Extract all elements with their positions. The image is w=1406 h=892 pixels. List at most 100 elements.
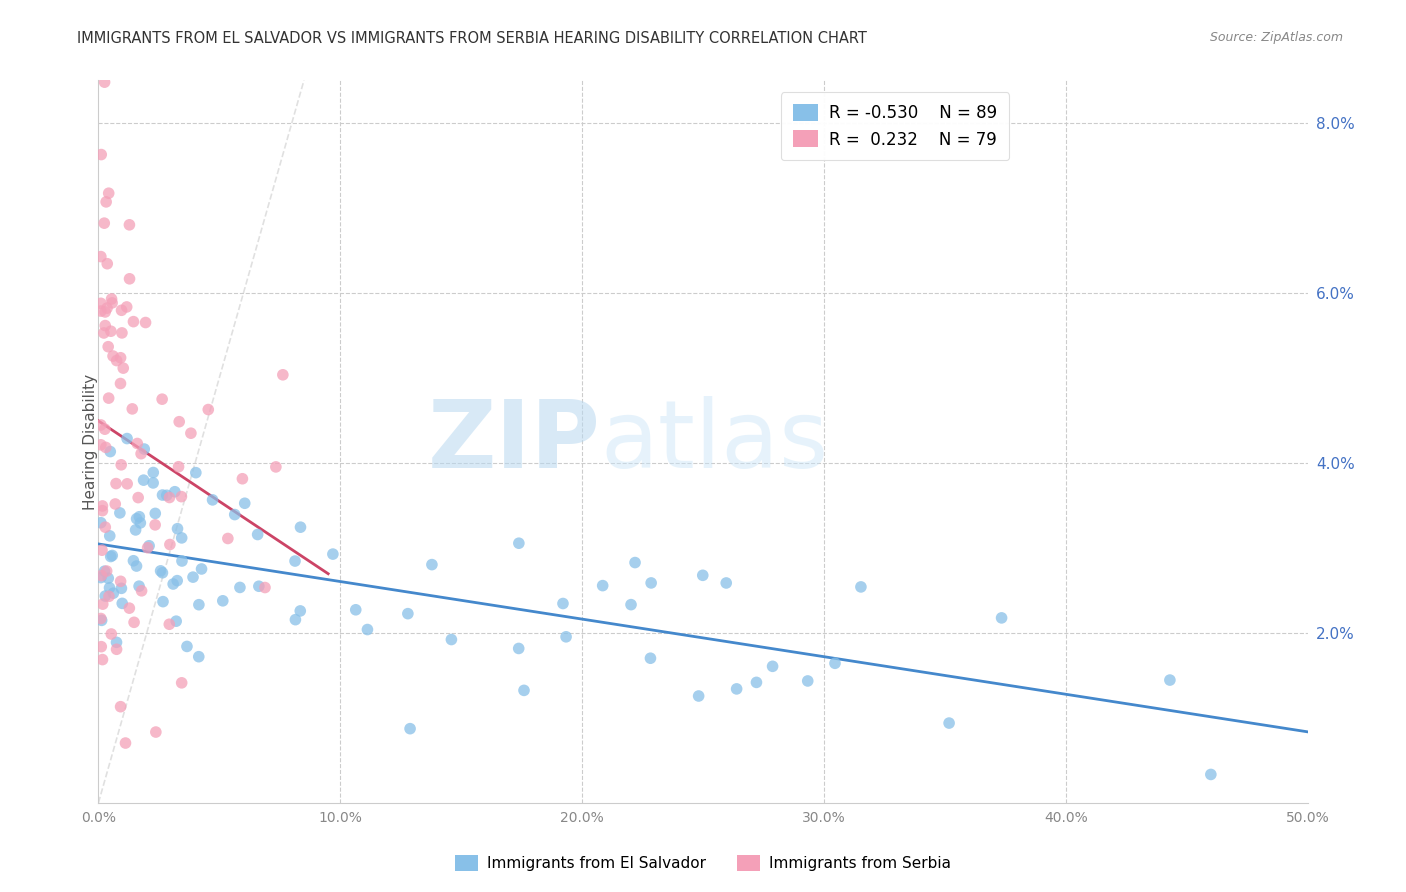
Point [105, 353, 128, 368]
Point [135, 316, 157, 330]
Point [399, 722, 422, 736]
Point [101, 296, 124, 310]
Point [115, 300, 138, 314]
Point [247, 579, 270, 593]
Point [162, 577, 184, 591]
Point [94, 520, 117, 534]
Point [159, 491, 181, 505]
Point [149, 564, 172, 578]
Point [90, 438, 112, 452]
Text: IMMIGRANTS FROM EL SALVADOR VS IMMIGRANTS FROM SERBIA HEARING DISABILITY CORRELA: IMMIGRANTS FROM EL SALVADOR VS IMMIGRANT… [77, 31, 868, 46]
Point [100, 292, 122, 306]
Point [105, 635, 128, 649]
Point [824, 657, 846, 671]
Point [128, 579, 150, 593]
Point [91, 499, 114, 513]
Point [110, 458, 132, 472]
Point [93, 75, 115, 89]
Point [90, 640, 112, 654]
Point [725, 681, 748, 696]
Point [190, 562, 212, 576]
Point [142, 466, 165, 480]
Point [125, 559, 148, 574]
Point [624, 556, 647, 570]
Point [110, 582, 132, 596]
Point [122, 315, 145, 329]
Point [111, 326, 134, 340]
Point [112, 361, 135, 376]
Text: ZIP: ZIP [427, 395, 600, 488]
Point [94, 441, 117, 455]
Point [127, 491, 149, 505]
Point [170, 531, 193, 545]
Point [440, 632, 463, 647]
Point [96, 257, 118, 271]
Point [96, 301, 118, 315]
Point [93, 326, 115, 340]
Point [167, 459, 190, 474]
Point [170, 554, 193, 568]
Point [97, 340, 120, 354]
Text: Source: ZipAtlas.com: Source: ZipAtlas.com [1209, 31, 1343, 45]
Point [100, 549, 122, 564]
Point [184, 466, 207, 480]
Point [551, 597, 574, 611]
Point [101, 549, 124, 563]
Point [145, 725, 167, 739]
Point [142, 475, 165, 490]
Point [98, 529, 121, 543]
Point [187, 649, 209, 664]
Point [100, 627, 122, 641]
Point [105, 642, 128, 657]
Point [170, 676, 193, 690]
Point [114, 736, 136, 750]
Legend: Immigrants from El Salvador, Immigrants from Serbia: Immigrants from El Salvador, Immigrants … [449, 849, 957, 877]
Point [344, 603, 367, 617]
Point [100, 324, 122, 338]
Point [166, 522, 188, 536]
Point [170, 490, 193, 504]
Point [246, 527, 269, 541]
Point [716, 576, 738, 591]
Point [122, 615, 145, 630]
Point [176, 640, 198, 654]
Point [121, 401, 143, 416]
Point [745, 675, 768, 690]
Point [211, 594, 233, 608]
Point [122, 554, 145, 568]
Point [118, 218, 141, 232]
Point [93, 564, 115, 578]
Point [98, 444, 121, 458]
Point [128, 509, 150, 524]
Text: atlas: atlas [600, 395, 828, 488]
Point [152, 594, 174, 608]
Point [796, 673, 818, 688]
Point [150, 392, 173, 407]
Point [180, 426, 202, 441]
Point [98, 581, 121, 595]
Point [253, 581, 276, 595]
Point [217, 532, 239, 546]
Point [108, 506, 131, 520]
Point [290, 604, 312, 618]
Point [1159, 673, 1181, 687]
Point [152, 488, 174, 502]
Point [156, 488, 179, 502]
Point [94, 305, 117, 319]
Point [264, 459, 287, 474]
Point [90, 611, 112, 625]
Point [97, 590, 120, 604]
Point [124, 523, 146, 537]
Point [91, 597, 114, 611]
Point [322, 547, 344, 561]
Point [110, 699, 132, 714]
Point [201, 492, 224, 507]
Point [90, 147, 112, 161]
Point [163, 484, 186, 499]
Point [91, 543, 114, 558]
Point [129, 516, 152, 530]
Point [97, 186, 120, 201]
Point [118, 601, 141, 615]
Point [90, 571, 112, 585]
Point [105, 476, 128, 491]
